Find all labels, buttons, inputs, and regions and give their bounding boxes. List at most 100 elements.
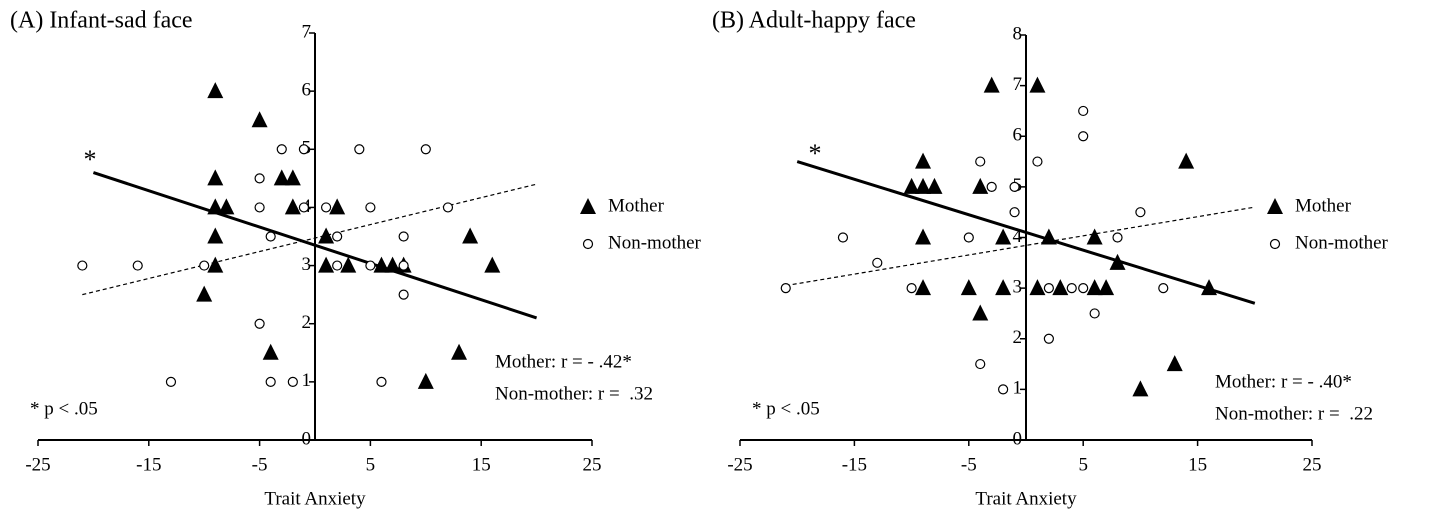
data-point	[398, 231, 409, 242]
data-point	[376, 376, 387, 387]
data-point	[975, 358, 986, 370]
data-point	[484, 256, 501, 273]
data-point	[365, 260, 376, 271]
x-tick-label: 15	[1188, 454, 1207, 475]
data-point	[398, 260, 409, 271]
significance-star: *	[84, 145, 97, 174]
x-axis-label: Trait Anxiety	[975, 488, 1077, 509]
legend-marker	[1269, 238, 1281, 250]
y-tick-label: 1	[1013, 378, 1023, 399]
data-point	[983, 76, 1000, 93]
y-tick-label: 1	[302, 370, 312, 391]
data-point	[298, 144, 310, 155]
data-point	[926, 177, 943, 194]
x-tick-label: -25	[25, 454, 50, 475]
data-point	[1052, 279, 1069, 296]
y-tick-label: 0	[1013, 428, 1023, 449]
data-point	[1135, 207, 1146, 218]
data-point	[373, 256, 390, 273]
panel-title: (B) Adult-happy face	[712, 8, 916, 34]
data-point	[1086, 279, 1103, 296]
x-tick-label: 15	[472, 454, 491, 475]
data-point	[1178, 152, 1195, 169]
data-point	[276, 144, 287, 155]
data-point	[254, 202, 265, 213]
legend-label: Mother	[1295, 195, 1352, 216]
data-point	[77, 260, 88, 271]
stat-mother: Mother: r = - .42*	[495, 351, 632, 372]
y-tick-label: 6	[302, 80, 312, 101]
fit-line	[796, 160, 1256, 305]
data-point	[254, 173, 265, 184]
x-tick-label: 25	[583, 454, 602, 475]
data-point	[332, 260, 343, 271]
p-note: * p < .05	[752, 398, 820, 419]
data-point	[262, 343, 279, 360]
x-tick-label: 5	[366, 454, 376, 475]
data-point	[1158, 283, 1169, 294]
x-tick-label: 5	[1078, 454, 1088, 475]
data-point	[986, 181, 997, 192]
panel-title: (A) Infant-sad face	[10, 8, 193, 34]
y-tick-label: 2	[1013, 327, 1023, 348]
data-point	[1132, 380, 1149, 397]
data-point	[915, 177, 932, 194]
y-tick-label: 0	[302, 428, 312, 449]
y-tick-label: 3	[1013, 276, 1023, 297]
data-point	[1112, 232, 1123, 243]
data-point	[872, 257, 883, 268]
data-point	[915, 279, 932, 296]
data-point	[1043, 283, 1054, 294]
data-point	[365, 202, 376, 213]
data-point	[1009, 207, 1020, 218]
legend-marker	[582, 238, 594, 250]
data-point	[207, 256, 224, 273]
x-tick-label: -5	[252, 454, 268, 475]
data-point	[329, 198, 346, 215]
x-tick-label: -25	[727, 454, 752, 475]
data-point	[972, 177, 989, 194]
data-point	[340, 256, 357, 273]
data-point	[254, 318, 265, 329]
fit-line	[82, 183, 537, 296]
legend-marker	[580, 198, 596, 214]
data-point	[1029, 76, 1046, 93]
data-point	[998, 384, 1009, 395]
data-point	[1029, 279, 1046, 296]
y-tick-label: 4	[1013, 226, 1023, 247]
data-point	[398, 289, 409, 300]
data-point	[284, 169, 301, 186]
data-point	[1043, 333, 1054, 344]
significance-star: *	[809, 139, 822, 168]
legend-marker	[1267, 198, 1283, 214]
data-point	[975, 156, 986, 167]
data-point	[1201, 279, 1218, 296]
data-point	[995, 279, 1012, 296]
stat-mother: Mother: r = - .40*	[1215, 371, 1352, 392]
data-point	[417, 372, 434, 389]
data-point	[972, 304, 989, 321]
data-point	[1098, 279, 1115, 296]
x-tick-label: -15	[136, 454, 161, 475]
data-point	[915, 152, 932, 169]
data-point	[287, 376, 298, 387]
data-point	[1040, 228, 1057, 245]
y-tick-label: 3	[302, 254, 312, 275]
data-point	[1166, 355, 1183, 372]
x-tick-label: 25	[1303, 454, 1322, 475]
data-point	[960, 279, 977, 296]
data-point	[251, 111, 268, 128]
data-point	[332, 231, 343, 242]
legend-label: Mother	[608, 195, 665, 216]
data-point	[1032, 156, 1043, 167]
data-point	[1089, 308, 1100, 319]
fit-line	[92, 171, 538, 320]
data-point	[780, 283, 791, 294]
data-point	[207, 169, 224, 186]
data-point	[207, 198, 224, 215]
data-point	[265, 231, 276, 242]
data-point	[298, 202, 310, 213]
data-point	[273, 169, 290, 186]
data-point	[132, 260, 143, 271]
data-point	[837, 232, 849, 243]
